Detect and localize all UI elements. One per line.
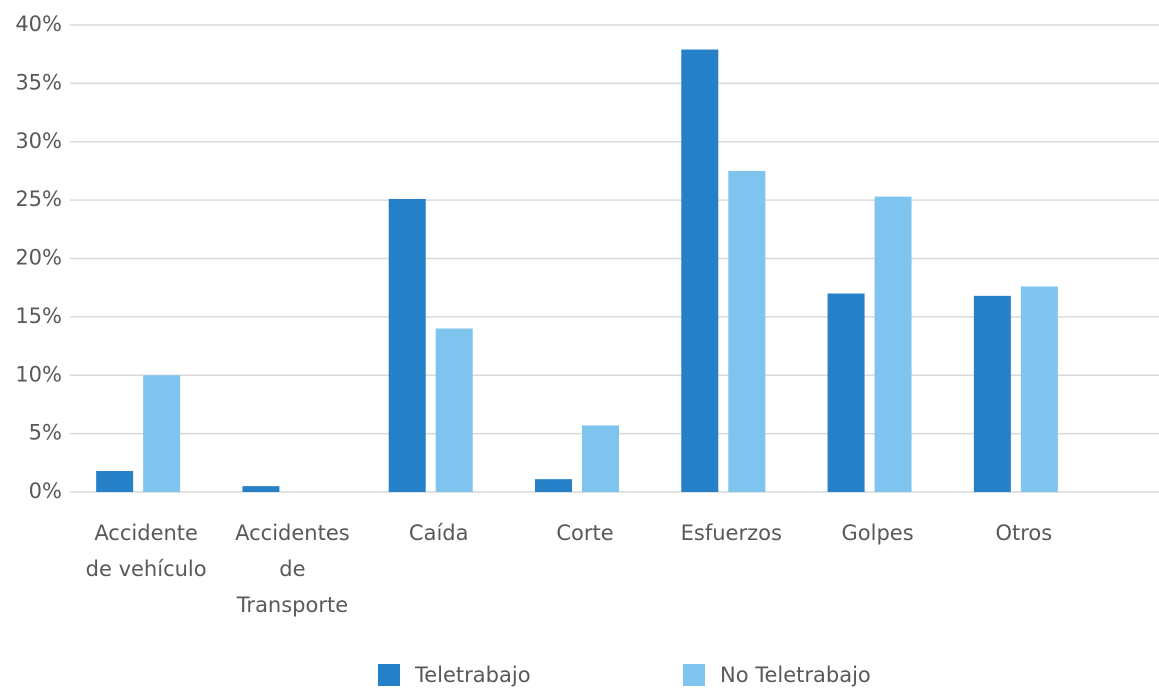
y-tick-label: 40% xyxy=(15,12,62,36)
y-tick-label: 5% xyxy=(29,421,62,445)
y-tick-label: 25% xyxy=(15,187,62,211)
bar xyxy=(242,486,280,492)
bar xyxy=(143,375,181,492)
x-tick-label: Esfuerzos xyxy=(681,521,782,545)
y-tick-label: 35% xyxy=(15,70,62,94)
x-tick-label: Corte xyxy=(556,521,613,545)
bar xyxy=(874,196,912,492)
bar xyxy=(827,293,865,492)
y-tick-label: 30% xyxy=(15,129,62,153)
x-tick-label: Otros xyxy=(995,521,1052,545)
bar xyxy=(728,170,766,492)
y-tick-label: 10% xyxy=(15,362,62,386)
bar xyxy=(535,479,572,492)
y-tick-label: 15% xyxy=(15,304,62,328)
bar xyxy=(96,470,134,492)
bar xyxy=(388,198,426,492)
bar xyxy=(582,425,619,492)
x-tick-label: Accidente de vehículo xyxy=(86,521,207,581)
x-tick-label: Golpes xyxy=(841,521,913,545)
legend-label: Teletrabajo xyxy=(414,663,531,687)
bar xyxy=(973,295,1011,492)
legend-swatch xyxy=(378,664,400,686)
x-tick-label: Accidentes de Transporte xyxy=(235,521,350,617)
y-tick-label: 20% xyxy=(15,246,62,270)
x-tick-label: Caída xyxy=(409,521,469,545)
legend-label: No Teletrabajo xyxy=(720,663,871,687)
y-tick-label: 0% xyxy=(29,479,62,503)
bar xyxy=(1020,286,1058,492)
legend-swatch xyxy=(683,664,705,686)
bar xyxy=(435,328,473,492)
bar xyxy=(681,49,719,493)
